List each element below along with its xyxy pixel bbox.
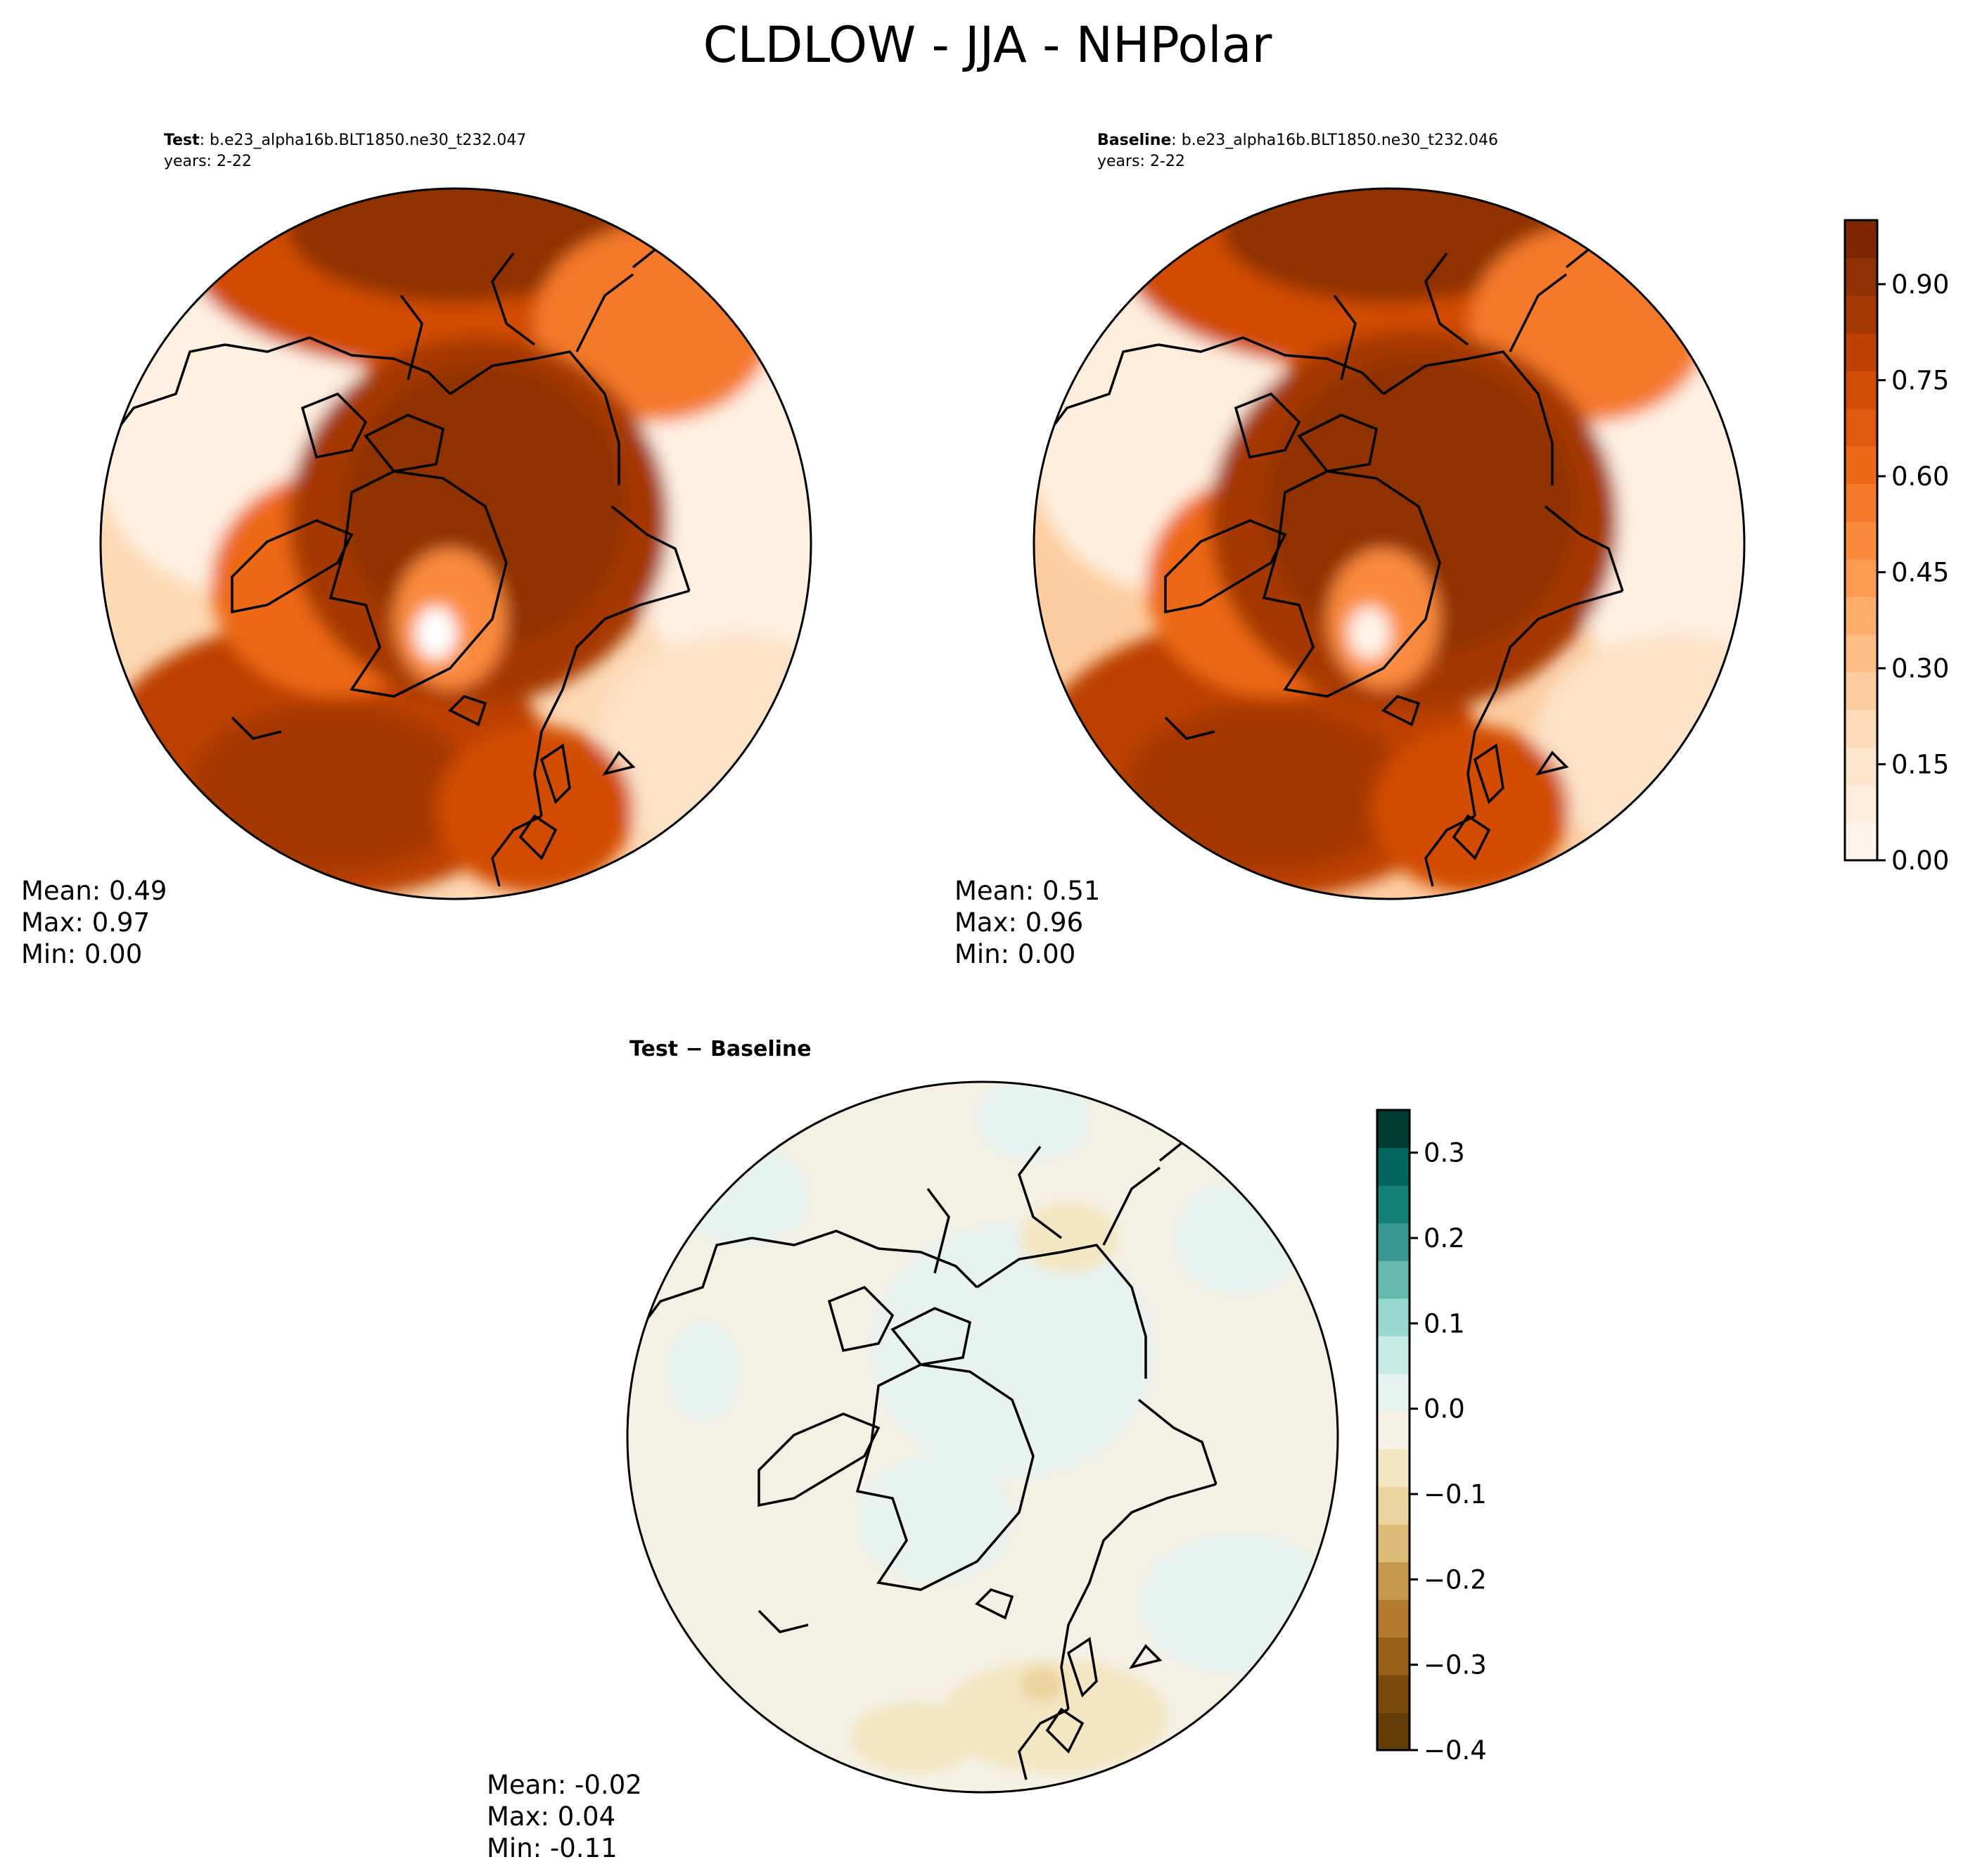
colorbar-absolute-segment — [1845, 634, 1877, 672]
test-label-bold: Test — [164, 132, 200, 149]
colorbar-absolute-tick-label: 0.90 — [1891, 269, 1949, 300]
colorbar-difference-segment — [1377, 1448, 1410, 1487]
colorbar-difference-segment — [1377, 1110, 1410, 1149]
colorbar-absolute-tick-label: 0.75 — [1891, 366, 1949, 396]
colorbar-absolute-tick-label: 0.15 — [1891, 750, 1949, 780]
colorbar-absolute-frame — [1843, 219, 1879, 862]
colorbar-difference-segment — [1377, 1599, 1410, 1638]
colorbar-difference-segment — [1377, 1486, 1410, 1525]
baseline-panel: Baseline: b.e23_alpha16b.BLT1850.ne30_t2… — [954, 132, 1746, 969]
colorbar-absolute-tick-label: 0.00 — [1891, 846, 1949, 876]
colorbar-absolute-segment — [1845, 483, 1877, 522]
difference-stat-min: Min: -0.11 — [487, 1833, 618, 1863]
test-years: years: 2-22 — [164, 153, 252, 170]
colorbar-difference-segment — [1377, 1712, 1410, 1751]
difference-map-field — [627, 1082, 1338, 1792]
colorbar-difference: −0.4 −0.3 −0.2 −0.1 0.0 0.1 0.2 0.3 — [1376, 1109, 1487, 1766]
test-case-label: Test: b.e23_alpha16b.BLT1850.ne30_t232.0… — [164, 132, 526, 149]
colorbar-absolute-segment — [1845, 521, 1877, 560]
test-stat-max: Max: 0.97 — [21, 907, 150, 938]
difference-map-boundary — [626, 1080, 1339, 1794]
colorbar-absolute-segment — [1845, 822, 1877, 861]
colorbar-difference-segment — [1377, 1336, 1410, 1374]
colorbar-difference-segment — [1377, 1373, 1410, 1412]
baseline-map-boundary — [1033, 187, 1746, 900]
colorbar-absolute-segment — [1845, 596, 1877, 635]
baseline-map-field — [1034, 189, 1744, 899]
colorbar-difference-segment — [1377, 1674, 1410, 1714]
colorbar-absolute-segment — [1845, 672, 1877, 710]
colorbar-absolute-tick-label: 0.30 — [1891, 653, 1949, 684]
colorbar-difference-tick-label: −0.4 — [1424, 1735, 1487, 1766]
colorbar-absolute-segment — [1845, 408, 1877, 447]
colorbar-difference-frame — [1376, 1109, 1411, 1751]
colorbar-absolute-tick-label: 0.45 — [1891, 558, 1949, 588]
colorbar-difference-segment — [1377, 1411, 1410, 1450]
test-map-field — [101, 189, 811, 899]
test-stat-mean: Mean: 0.49 — [21, 876, 167, 906]
colorbar-difference-segment — [1377, 1562, 1410, 1600]
colorbar-absolute-segment — [1845, 784, 1877, 824]
colorbar-absolute-segment — [1845, 371, 1877, 409]
colorbar-absolute-tick-label: 0.60 — [1891, 461, 1949, 492]
colorbar-difference-tick-label: 0.0 — [1424, 1394, 1465, 1424]
colorbar-absolute-segment — [1845, 709, 1877, 748]
baseline-stat-min: Min: 0.00 — [954, 939, 1075, 969]
colorbar-absolute-segment — [1845, 295, 1877, 334]
colorbar-difference-segment — [1377, 1637, 1410, 1676]
test-map-boundary — [99, 187, 812, 900]
test-stat-min: Min: 0.00 — [21, 939, 142, 969]
test-panel: Test: b.e23_alpha16b.BLT1850.ne30_t232.0… — [21, 132, 812, 969]
colorbar-difference-tick-label: −0.1 — [1424, 1479, 1487, 1510]
colorbar-difference-segment — [1377, 1524, 1410, 1562]
colorbar-absolute-segment — [1845, 257, 1877, 296]
difference-stat-max: Max: 0.04 — [487, 1801, 615, 1832]
baseline-stat-mean: Mean: 0.51 — [954, 876, 1100, 906]
colorbar-absolute-segment — [1845, 559, 1877, 597]
test-case-name: : b.e23_alpha16b.BLT1850.ne30_t232.047 — [200, 132, 527, 149]
colorbar-absolute-segment — [1845, 333, 1877, 371]
baseline-case-name: : b.e23_alpha16b.BLT1850.ne30_t232.046 — [1171, 132, 1498, 149]
baseline-label-bold: Baseline — [1097, 132, 1171, 149]
colorbar-difference-segment — [1377, 1185, 1410, 1224]
colorbar-absolute-segment — [1845, 446, 1877, 485]
difference-title: Test − Baseline — [629, 1037, 812, 1061]
colorbar-difference-segment — [1377, 1223, 1410, 1261]
colorbar-difference-tick-label: 0.2 — [1424, 1223, 1465, 1253]
colorbar-difference-tick-label: 0.1 — [1424, 1308, 1465, 1339]
difference-panel: Test − Baseline — [487, 1037, 1339, 1863]
baseline-case-label: Baseline: b.e23_alpha16b.BLT1850.ne30_t2… — [1097, 132, 1498, 149]
colorbar-absolute-segment — [1845, 220, 1877, 259]
colorbar-difference-tick-label: 0.3 — [1424, 1138, 1465, 1168]
colorbar-absolute-segment — [1845, 747, 1877, 786]
colorbar-difference-tick-label: −0.2 — [1424, 1564, 1487, 1595]
baseline-years: years: 2-22 — [1097, 153, 1185, 170]
colorbar-difference-segment — [1377, 1261, 1410, 1299]
baseline-stat-max: Max: 0.96 — [954, 907, 1083, 938]
difference-stat-mean: Mean: -0.02 — [487, 1770, 642, 1800]
colorbar-difference-tick-label: −0.3 — [1424, 1650, 1487, 1680]
colorbar-absolute: 0.00 0.15 0.30 0.45 0.60 0.75 0.90 — [1843, 219, 1949, 876]
colorbar-difference-segment — [1377, 1147, 1410, 1186]
colorbar-difference-segment — [1377, 1298, 1410, 1336]
figure-title: CLDLOW - JJA - NHPolar — [703, 16, 1272, 74]
